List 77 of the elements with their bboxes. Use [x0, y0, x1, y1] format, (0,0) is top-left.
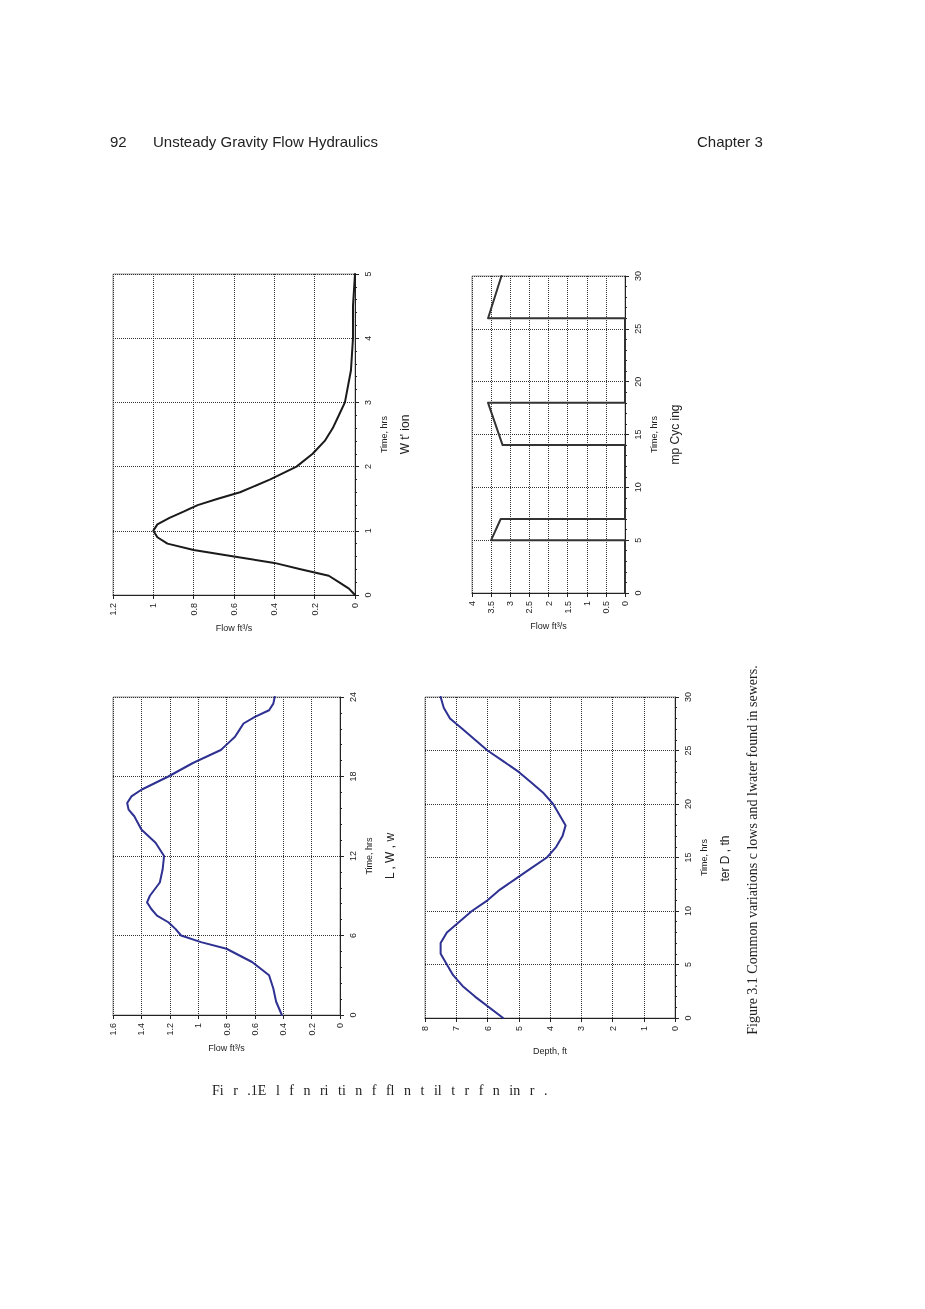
x-tick-label: 8 [420, 1026, 430, 1032]
x-tick-label: 1.4 [136, 1023, 147, 1036]
x-tick-label: 7 [451, 1026, 462, 1032]
x-tick-label: 5 [513, 1026, 524, 1032]
text: Fi r .1E l f n ri ti n f fl n t il t r f n in r . [212, 1083, 548, 1099]
x-tick-label: 0.4 [278, 1023, 289, 1036]
text: 92 [110, 133, 127, 150]
x-tick-label: 1.2 [164, 1023, 175, 1036]
y-axis-title: Time, hrs [364, 836, 375, 875]
x-tick-label: 0.4 [269, 603, 280, 616]
y-axis-title: Time, hrs [699, 838, 710, 877]
x-tick-label: 1.2 [108, 603, 118, 616]
y-tick-label: 12 [347, 850, 358, 862]
x-tick-label: 0.6 [249, 1023, 260, 1036]
caption: Figure 3.1 Common variations c lows and lwater found in sewers. [744, 665, 761, 1035]
x-tick-label: 1 [148, 603, 159, 609]
x-tick-label: 3 [576, 1026, 587, 1032]
x-tick-label: 0 [335, 1023, 345, 1029]
y-tick-label: 30 [682, 691, 693, 703]
text: W t' ion [398, 414, 412, 455]
x-axis-title: Flow ft³/s [215, 622, 253, 633]
text: Chapter 3 [697, 133, 763, 150]
text: L , W , w [383, 832, 397, 880]
x-tick-label: 1 [581, 601, 592, 607]
line-series [126, 696, 283, 1016]
x-axis-title: Depth, ft [532, 1045, 568, 1056]
y-tick-label: 0 [362, 592, 373, 598]
y-axis-title: Time, hrs [649, 415, 660, 454]
line-series [439, 696, 567, 1019]
x-tick-label: 0.8 [221, 1023, 232, 1036]
x-tick-label: 6 [482, 1026, 493, 1032]
x-tick-label: 0 [670, 1026, 680, 1032]
text: mp Cyc ing [668, 404, 682, 465]
x-tick-label: 3 [505, 601, 516, 607]
x-tick-label: 1.5 [562, 601, 573, 614]
y-tick-label: 3 [362, 399, 373, 405]
x-tick-label: 4 [545, 1026, 555, 1032]
y-tick-label: 18 [347, 771, 358, 782]
x-tick-label: 0.2 [309, 603, 320, 616]
y-tick-label: 15 [682, 852, 693, 863]
y-tick-label: 6 [347, 932, 358, 939]
y-tick-label: 1 [362, 528, 373, 534]
y-tick-label: 10 [682, 905, 693, 917]
y-tick-label: 2 [362, 464, 373, 470]
x-tick-label: 3.5 [486, 601, 497, 614]
y-tick-label: 4 [362, 335, 373, 341]
y-tick-label: 20 [682, 798, 693, 810]
y-tick-label: 20 [632, 376, 643, 387]
y-tick-label: 30 [632, 270, 643, 282]
y-tick-label: 25 [632, 323, 643, 334]
x-tick-label: 2.5 [524, 601, 535, 614]
y-tick-label: 0 [347, 1012, 358, 1018]
x-tick-label: 1 [193, 1023, 204, 1029]
x-axis-title: Flow ft³/s [208, 1042, 246, 1053]
x-tick-label: 0.8 [188, 603, 199, 616]
y-tick-label: 5 [682, 961, 693, 968]
y-tick-label: 25 [682, 745, 693, 756]
y-tick-label: 5 [362, 271, 373, 277]
y-tick-label: 0 [682, 1015, 693, 1021]
x-axis-title: Flow ft³/s [530, 620, 568, 631]
x-tick-label: 0.6 [229, 603, 239, 616]
y-tick-label: 15 [632, 429, 643, 440]
y-tick-label: 0 [632, 590, 643, 596]
text: Unsteady Gravity Flow Hydraulics [153, 133, 379, 150]
x-tick-label: 0.2 [306, 1023, 317, 1036]
x-tick-label: 2 [607, 1026, 618, 1032]
x-tick-label: 4 [467, 601, 477, 607]
x-tick-label: 0 [620, 601, 630, 607]
y-tick-label: 10 [632, 482, 643, 493]
y-tick-label: 24 [347, 691, 358, 703]
x-tick-label: 2 [543, 601, 554, 607]
text: ter D , th [718, 835, 732, 882]
y-tick-label: 5 [632, 537, 643, 543]
x-tick-label: 1.6 [108, 1023, 118, 1036]
y-axis-title: Time, hrs [379, 415, 390, 454]
x-tick-label: 0.5 [600, 601, 611, 614]
x-tick-label: 1 [638, 1026, 649, 1032]
